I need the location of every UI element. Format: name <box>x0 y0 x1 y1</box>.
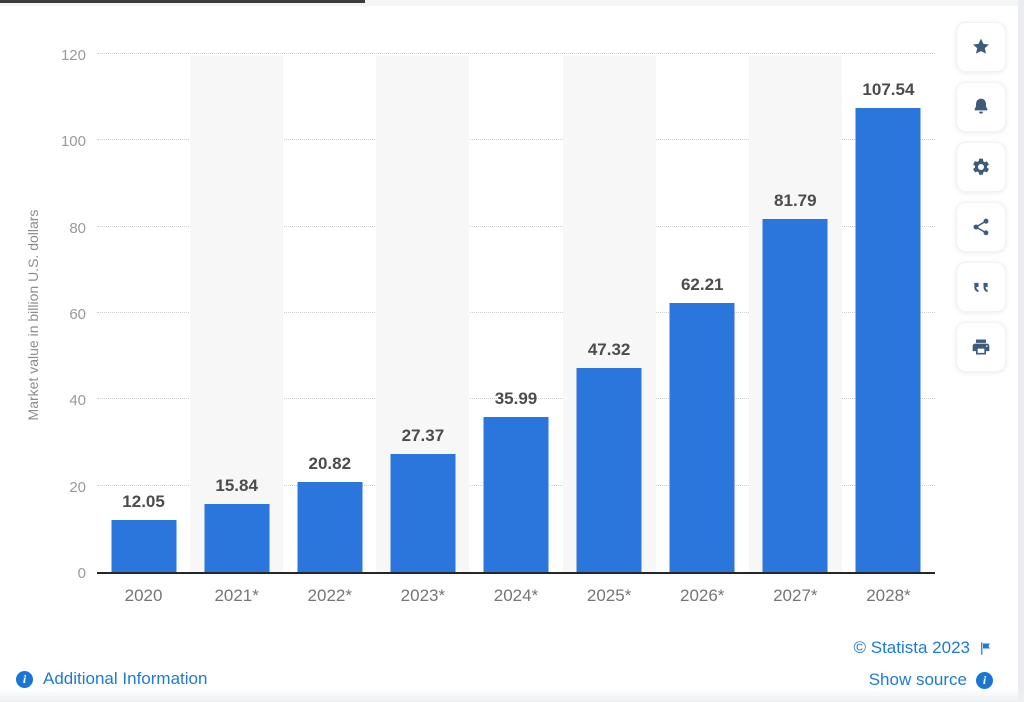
copyright-line: © Statista 2023 <box>854 638 994 658</box>
y-tick-label: 40 <box>69 392 86 409</box>
info-icon: i <box>16 670 33 688</box>
printer-icon <box>972 339 990 355</box>
y-tick-label: 20 <box>69 479 86 496</box>
chart-area: Market value in billion U.S. dollars 0 20… <box>25 47 935 605</box>
gridline <box>97 312 935 313</box>
gridline <box>97 398 935 400</box>
x-tick-label: 2025* <box>586 586 632 605</box>
plot-area: 12.05 2020 15.84 2021* 20.82 2022* 27.37 2023* 3… <box>97 53 935 605</box>
print-button[interactable] <box>956 322 1006 372</box>
top-edge-dark-line <box>0 0 365 3</box>
bar[interactable] <box>669 303 735 572</box>
bar-value-label: 35.99 <box>494 389 538 408</box>
chart-column: 35.99 2024* <box>469 56 562 605</box>
x-tick-label: 2022* <box>307 586 352 605</box>
bar-value-label: 12.05 <box>122 492 165 511</box>
right-edge-strip <box>1018 0 1024 702</box>
x-tick-label: 2020 <box>124 586 163 605</box>
y-tick-label: 80 <box>69 220 86 237</box>
bar-value-label: 20.82 <box>308 454 352 473</box>
gridline <box>97 53 935 54</box>
y-tick-label: 0 <box>77 565 86 582</box>
gridline <box>97 225 935 227</box>
show-source-label: Show source <box>868 670 967 689</box>
y-axis-title: Market value in billion U.S. dollars <box>25 209 41 421</box>
cite-button[interactable] <box>956 262 1006 312</box>
alert-button[interactable] <box>956 82 1006 132</box>
copyright-label: © Statista 2023 <box>853 638 971 657</box>
flag-icon[interactable] <box>978 641 993 656</box>
bar-value-label: 107.54 <box>862 80 915 99</box>
bar-value-label: 15.84 <box>215 476 258 495</box>
bar[interactable] <box>762 219 828 572</box>
additional-information-link[interactable]: i Additional Information <box>16 669 207 689</box>
star-icon <box>973 38 989 54</box>
y-tick-label: 100 <box>60 133 86 150</box>
bar[interactable] <box>204 504 270 572</box>
bar[interactable] <box>483 417 549 572</box>
chart-column: 27.37 2023* <box>376 56 470 605</box>
bar[interactable] <box>297 482 363 572</box>
show-source-link[interactable]: Show source i <box>869 670 993 690</box>
chart-toolbar <box>956 22 1006 372</box>
gear-icon <box>973 158 989 175</box>
x-tick-label: 2027* <box>773 586 818 605</box>
chart-column: 12.05 2020 <box>97 56 190 605</box>
y-tick-label: 120 <box>60 47 86 64</box>
bar[interactable] <box>855 108 921 572</box>
bar[interactable] <box>111 520 177 572</box>
bar-value-label: 62.21 <box>680 275 724 294</box>
chart-column: 107.54 2028* <box>842 56 935 605</box>
chart-column: 81.79 2027* <box>748 56 842 605</box>
favorite-button[interactable] <box>956 22 1006 72</box>
share-button[interactable] <box>956 202 1006 252</box>
top-edge-strip <box>0 0 1024 6</box>
chart-column: 20.82 2022* <box>283 56 376 605</box>
bar[interactable] <box>576 368 642 572</box>
info-icon: i <box>976 671 993 689</box>
quote-icon <box>974 282 988 292</box>
chart-column: 47.32 2025* <box>562 56 656 605</box>
additional-information-label: Additional Information <box>43 669 208 688</box>
bottom-fade <box>0 688 1024 702</box>
bell-icon <box>974 98 988 114</box>
x-tick-label: 2028* <box>866 586 911 605</box>
chart-column: 15.84 2021* <box>190 56 284 605</box>
chart-column: 62.21 2026* <box>656 56 749 605</box>
y-tick-label: 60 <box>69 306 86 323</box>
x-tick-label: 2024* <box>493 586 539 605</box>
x-tick-label: 2023* <box>400 586 446 605</box>
bar-value-label: 81.79 <box>774 191 817 210</box>
settings-button[interactable] <box>956 142 1006 192</box>
bar-value-label: 27.37 <box>401 426 445 445</box>
x-tick-label: 2026* <box>679 586 725 605</box>
share-icon <box>973 218 989 236</box>
bar[interactable] <box>390 454 456 572</box>
gridline <box>97 139 935 141</box>
bar-value-label: 47.32 <box>587 340 631 359</box>
x-tick-label: 2021* <box>214 586 259 605</box>
